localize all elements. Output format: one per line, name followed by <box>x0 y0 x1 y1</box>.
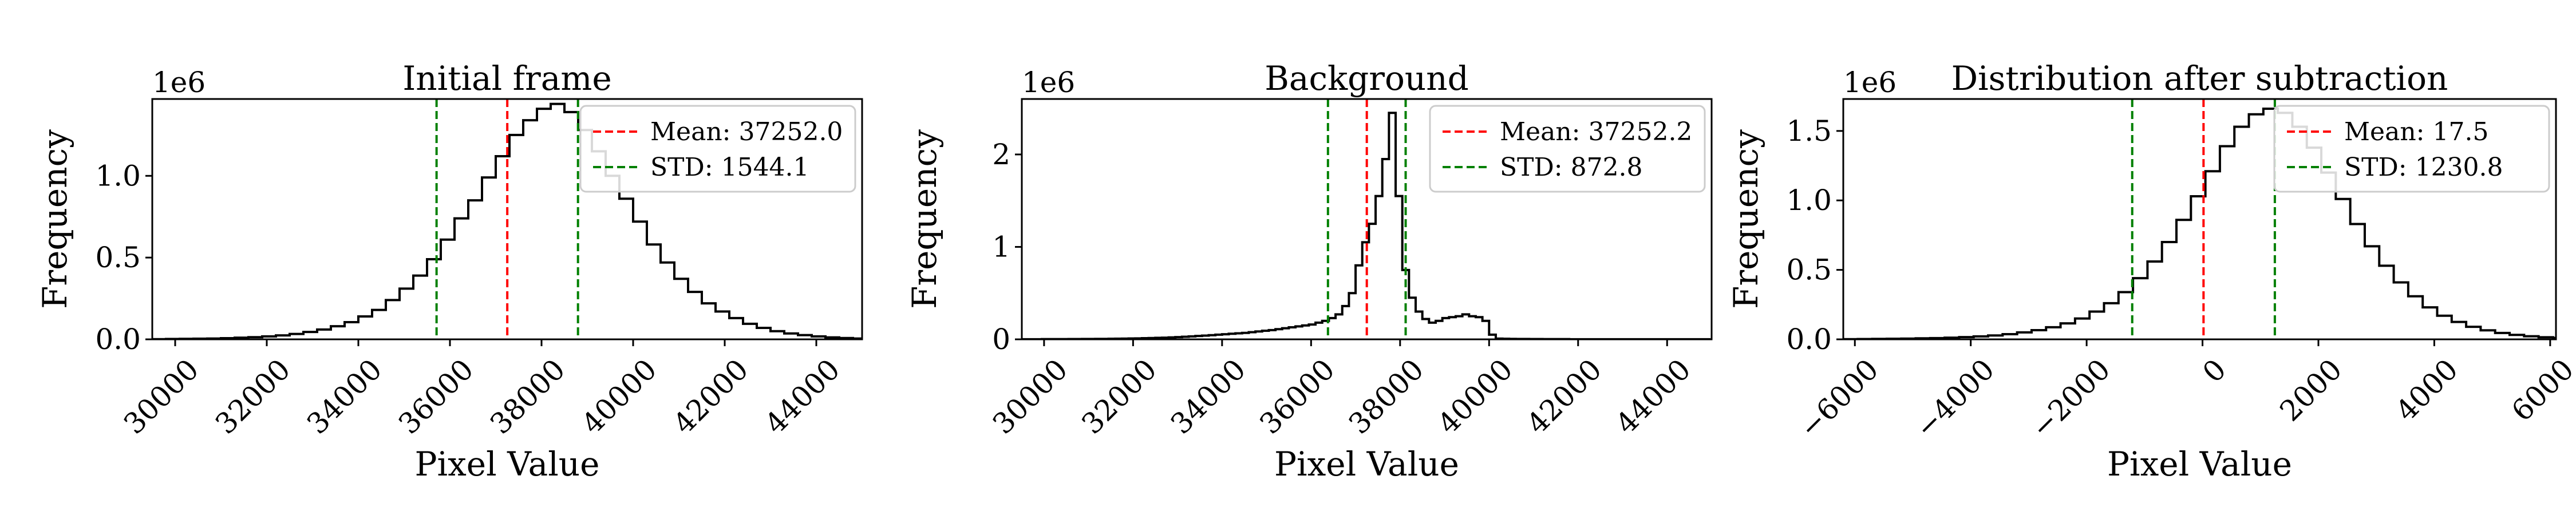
x-tick-label: 44000 <box>1609 352 1697 440</box>
x-tick-label: 36000 <box>1253 352 1341 440</box>
y-tick-label: 0 <box>992 323 1010 356</box>
y-tick-label: 0.0 <box>95 323 141 356</box>
x-axis-label: Pixel Value <box>415 445 600 484</box>
x-axis-label: Pixel Value <box>1274 445 1459 484</box>
chart-panel-1: 30000 32000 34000 36000 38000 40000 42000 44000… <box>35 59 863 484</box>
y-tick-label: 1 <box>992 230 1010 263</box>
y-tick-label: 0.5 <box>95 241 141 274</box>
x-tick-label: 42000 <box>667 352 754 440</box>
legend-label: STD: 872.8 <box>1500 153 1643 182</box>
y-axis-label: Frequency <box>35 129 74 309</box>
x-tick-label: −6000 <box>1793 352 1885 445</box>
y-tick-label: 1.0 <box>1786 184 1832 217</box>
x-tick-label: 30000 <box>117 352 205 440</box>
x-tick-label: 30000 <box>986 352 1074 440</box>
chart-title: Distribution after subtraction <box>1951 59 2448 98</box>
x-tick-label: 42000 <box>1520 352 1608 440</box>
legend-box <box>579 105 856 193</box>
y-tick-label: 1.0 <box>95 159 141 192</box>
x-tick-label: 34000 <box>1164 352 1252 440</box>
legend-label: Mean: 37252.0 <box>650 117 843 146</box>
legend-box <box>1429 105 1706 193</box>
y-tick-label: 1.5 <box>1786 114 1832 148</box>
chart-title: Background <box>1265 59 1468 98</box>
x-tick-label: 2000 <box>2274 352 2349 427</box>
x-tick-label: 38000 <box>484 352 571 440</box>
y-tick-label: 0.0 <box>1786 323 1832 356</box>
histogram-series <box>152 102 862 339</box>
x-tick-label: 6000 <box>2505 352 2576 427</box>
x-axis-label: Pixel Value <box>2107 445 2292 484</box>
x-tick-label: −2000 <box>2025 352 2117 445</box>
y-offset-label: 1e6 <box>1022 66 1075 99</box>
x-tick-label: 4000 <box>2389 352 2464 427</box>
y-axis-label: Frequency <box>905 129 944 309</box>
x-tick-label: 44000 <box>758 352 846 440</box>
x-tick-label: 36000 <box>392 352 480 440</box>
histogram-series <box>1843 107 2556 339</box>
chart-panel-2: 30000 32000 34000 36000 38000 40000 42000 44000… <box>905 59 1713 484</box>
y-tick-label: 0.5 <box>1786 253 1832 287</box>
chart-title: Initial frame <box>402 59 611 98</box>
y-axis-label: Frequency <box>1726 129 1765 309</box>
axes-frame <box>1842 98 2557 340</box>
x-tick-label: −4000 <box>1909 352 2001 445</box>
y-tick-label: 2 <box>992 138 1010 171</box>
x-tick-label: 34000 <box>301 352 388 440</box>
y-offset-label: 1e6 <box>152 66 206 99</box>
legend-label: Mean: 17.5 <box>2344 117 2488 146</box>
x-tick-label: 32000 <box>1075 352 1163 440</box>
x-tick-label: 0 <box>2196 352 2233 389</box>
x-tick-label: 32000 <box>209 352 297 440</box>
x-tick-label: 40000 <box>1431 352 1519 440</box>
legend: Mean: 37252.2 STD: 872.8 <box>1429 105 1706 193</box>
x-tick-label: 38000 <box>1342 352 1430 440</box>
y-offset-label: 1e6 <box>1843 66 1897 99</box>
legend-box <box>2273 105 2550 193</box>
legend-label: STD: 1230.8 <box>2344 153 2503 182</box>
chart-panel-3: −6000 −4000 −2000 0 2000 4000 6000 0.0 0.5 1.0 1.5… <box>1726 59 2576 484</box>
legend: Mean: 17.5 STD: 1230.8 <box>2273 105 2550 193</box>
legend-label: Mean: 37252.2 <box>1500 117 1692 146</box>
legend: Mean: 37252.0 STD: 1544.1 <box>579 105 856 193</box>
axes-frame <box>151 98 863 340</box>
legend-label: STD: 1544.1 <box>650 153 809 182</box>
x-tick-label: 40000 <box>575 352 663 440</box>
axes-frame <box>1021 98 1713 340</box>
